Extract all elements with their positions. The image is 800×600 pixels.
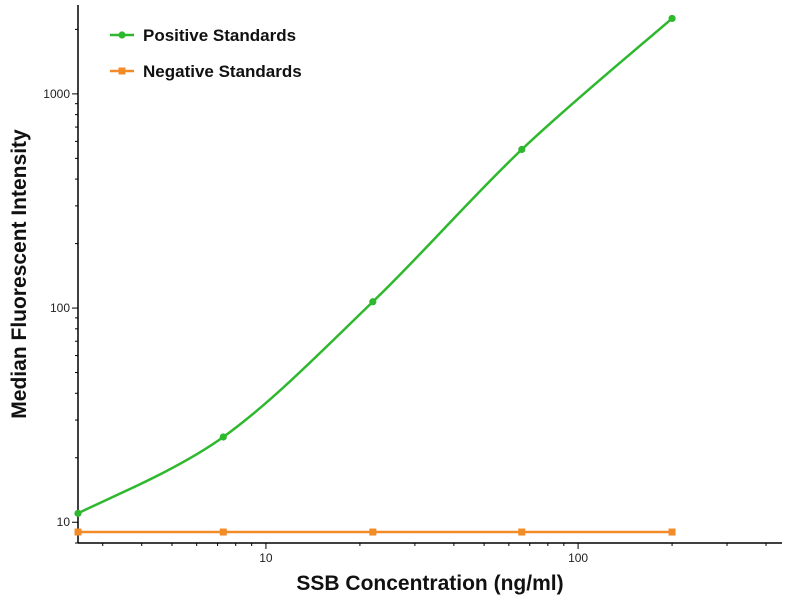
negative-standards-point	[668, 528, 676, 536]
legend-negative-standards-marker	[118, 67, 126, 75]
x-tick-label: 10	[259, 551, 273, 565]
negative-standards-point	[369, 528, 377, 536]
x-ticks: 10 100	[102, 543, 767, 565]
series-layer	[74, 14, 676, 536]
positive-standards-point	[668, 14, 676, 23]
legend: Positive Standards Negative Standards	[110, 26, 302, 81]
positive-standards-line	[77, 17, 673, 515]
y-axis-title: Median Fluorescent Intensity	[8, 129, 31, 419]
y-tick-label: 100	[50, 301, 70, 315]
positive-standards-point	[74, 509, 82, 517]
positive-standards-point	[369, 298, 377, 306]
positive-standards-point	[219, 433, 227, 441]
y-tick-label: 1000	[43, 87, 70, 101]
legend-positive-standards-label: Positive Standards	[143, 26, 296, 45]
negative-standards-point	[518, 528, 526, 536]
negative-standards-point	[74, 528, 82, 536]
legend-negative-standards-label: Negative Standards	[143, 62, 302, 81]
legend-positive-standards-marker	[118, 31, 126, 39]
x-tick-label: 100	[568, 551, 588, 565]
y-ticks: 10 100 1000	[43, 28, 78, 544]
axes: 10 100 1000 10 100	[43, 5, 782, 565]
y-tick-label: 10	[57, 515, 71, 529]
positive-standards-point	[518, 145, 526, 154]
negative-standards-point	[219, 528, 227, 536]
x-axis-title: SSB Concentration (ng/ml)	[296, 572, 563, 595]
